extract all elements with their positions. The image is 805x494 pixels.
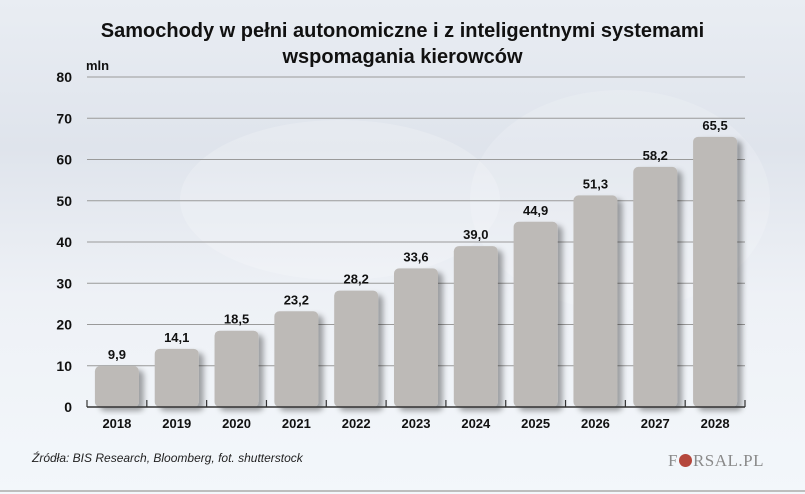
logo-text-suffix: RSAL.PL [692, 451, 765, 470]
y-tick-label: 40 [56, 234, 72, 250]
x-tick-label: 2026 [581, 416, 610, 431]
chart-title-line-2: wspomagania kierowców [282, 46, 523, 68]
data-label: 58,2 [643, 148, 668, 163]
bar [94, 366, 139, 407]
x-tick-label: 2022 [342, 416, 371, 431]
x-tick-label: 2024 [461, 416, 491, 431]
y-tick-label: 20 [56, 317, 72, 333]
data-label: 9,9 [108, 347, 126, 362]
y-tick-label: 50 [56, 193, 72, 209]
bar [334, 290, 379, 407]
data-label: 33,6 [403, 249, 428, 264]
y-tick-label: 10 [56, 358, 72, 374]
chart-title-line-1: Samochody w pełni autonomiczne i z intel… [100, 20, 705, 42]
bar [633, 166, 678, 407]
data-label: 14,1 [164, 330, 189, 345]
logo-chart-icon [678, 454, 692, 467]
data-label: 65,5 [702, 118, 727, 133]
forsal-logo: F RSAL.PL [668, 451, 764, 471]
x-tick-label: 2025 [521, 416, 550, 431]
x-tick-label: 2023 [402, 416, 431, 431]
bar [693, 136, 738, 407]
data-label: 39,0 [463, 227, 488, 242]
data-label: 23,2 [284, 292, 309, 307]
background-decoration [180, 120, 500, 280]
y-tick-label: 0 [64, 399, 72, 415]
y-tick-label: 60 [56, 152, 72, 168]
x-tick-label: 2018 [102, 416, 131, 431]
x-tick-label: 2021 [282, 416, 311, 431]
bar [513, 221, 558, 407]
bar [274, 311, 319, 407]
bar [214, 330, 259, 407]
data-label: 51,3 [583, 176, 608, 191]
chart-title: Samochody w pełni autonomiczne i z intel… [0, 18, 805, 70]
bar [394, 268, 438, 407]
x-tick-label: 2028 [701, 416, 730, 431]
data-label: 18,5 [224, 312, 249, 327]
x-tick-label: 2027 [641, 416, 670, 431]
x-tick-label: 2019 [162, 416, 191, 431]
data-label: 44,9 [523, 203, 548, 218]
data-label: 28,2 [344, 272, 369, 287]
y-tick-label: 30 [56, 275, 72, 291]
y-axis-label: mln [86, 58, 109, 73]
y-tick-label: 80 [56, 69, 72, 85]
y-tick-label: 70 [56, 110, 72, 126]
logo-text-prefix: F [668, 451, 678, 470]
bar [573, 195, 618, 407]
source-note: Źródła: BIS Research, Bloomberg, fot. sh… [32, 451, 303, 465]
divider [0, 490, 805, 492]
x-tick-label: 2020 [222, 416, 251, 431]
bar [453, 246, 498, 407]
bar [154, 348, 199, 407]
